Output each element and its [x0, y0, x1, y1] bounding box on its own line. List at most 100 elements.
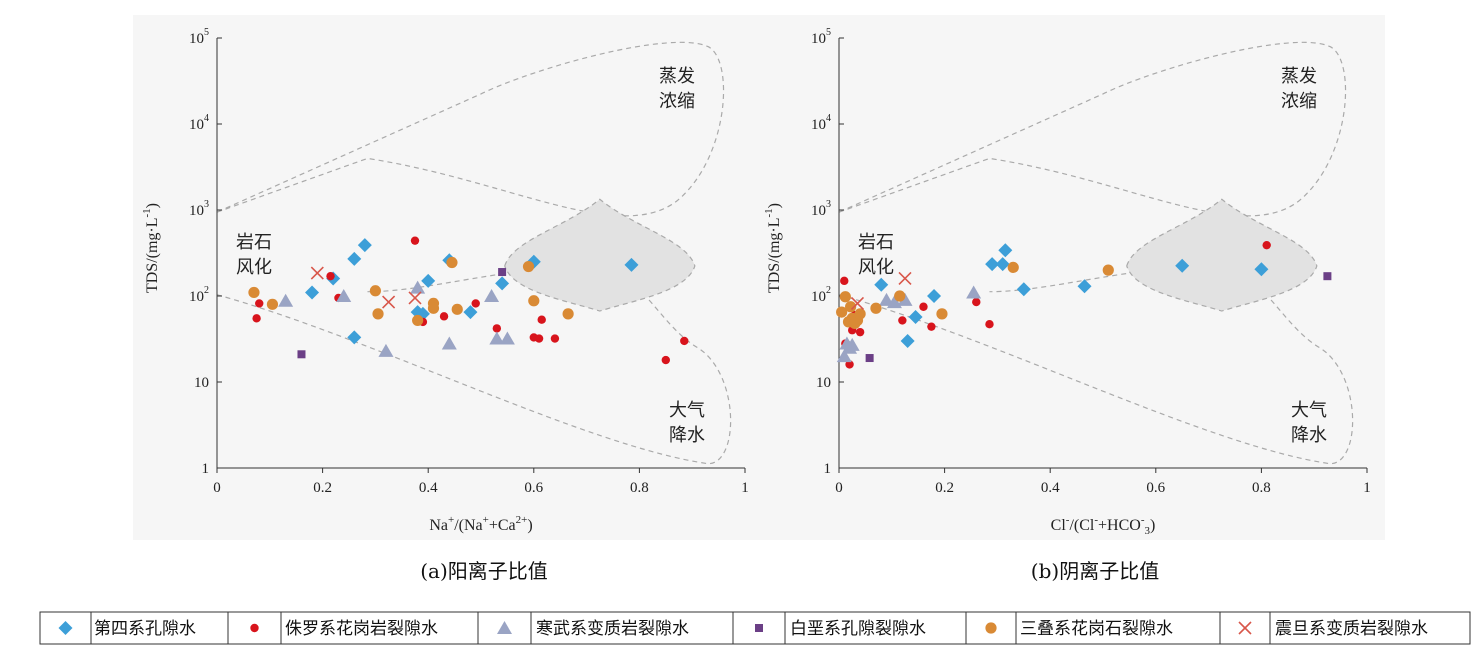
- data-point: [471, 299, 480, 308]
- data-point: [372, 308, 384, 320]
- x-tick-label: 0: [213, 480, 221, 496]
- data-point: [908, 309, 923, 324]
- data-point: [897, 292, 913, 306]
- data-point: [855, 327, 865, 337]
- data-point: [537, 315, 546, 324]
- legend-label: 第四系孔隙水: [94, 619, 196, 639]
- data-point: [382, 295, 396, 309]
- x-tick-label: 0.4: [419, 480, 438, 496]
- panel-caption: (a)阳离子比值: [420, 559, 548, 583]
- x-tick-label: 0.8: [630, 480, 649, 496]
- region-text-line: 蒸发: [1281, 66, 1317, 87]
- data-point: [898, 316, 907, 325]
- data-point: [927, 322, 936, 331]
- data-point: [1016, 282, 1031, 297]
- transition-zone: [504, 198, 696, 312]
- data-point: [680, 336, 689, 346]
- data-point: [492, 324, 502, 333]
- region-text-line: 岩石: [858, 232, 894, 253]
- region-text-line: 岩石: [236, 232, 272, 253]
- y-axis-label: TDS/(mg·L-1): [763, 203, 783, 293]
- legend-marker: [497, 621, 512, 634]
- data-point: [410, 236, 420, 245]
- legend-marker: [58, 621, 73, 635]
- legend-marker: [1238, 621, 1252, 635]
- data-point: [412, 314, 424, 327]
- data-point: [936, 308, 948, 320]
- y-tick-label: 103: [189, 199, 209, 219]
- x-tick-label: 0.8: [1252, 480, 1271, 496]
- region-text-line: 降水: [1291, 425, 1327, 446]
- data-point: [489, 331, 505, 345]
- region-text-line: 浓缩: [1281, 91, 1317, 112]
- data-point: [966, 285, 982, 299]
- data-point: [550, 334, 560, 343]
- y-tick-label: 105: [189, 27, 209, 47]
- y-tick-label: 104: [189, 113, 209, 133]
- y-tick-label: 102: [189, 285, 209, 305]
- data-point: [347, 251, 362, 266]
- evaporation-boundary: [216, 41, 725, 217]
- data-point: [874, 277, 889, 292]
- data-point: [305, 285, 320, 300]
- data-point: [248, 286, 260, 299]
- data-point: [528, 295, 540, 307]
- data-point: [495, 276, 510, 291]
- data-point: [297, 350, 306, 359]
- legend-marker: [985, 622, 997, 634]
- legend-label: 寒武系变质岩裂隙水: [536, 619, 689, 639]
- legend-marker: [755, 624, 763, 632]
- evaporation-boundary: [838, 41, 1347, 217]
- data-point: [1102, 264, 1114, 276]
- data-point: [661, 355, 670, 365]
- data-point: [369, 285, 381, 297]
- y-tick-label: 104: [811, 113, 831, 133]
- series-震旦系变质岩裂隙水: [310, 266, 422, 309]
- region-text-line: 降水: [669, 425, 705, 446]
- data-point: [894, 290, 906, 302]
- legend-marker: [250, 623, 259, 633]
- data-point: [439, 312, 449, 321]
- data-point: [995, 257, 1010, 272]
- data-point: [845, 301, 857, 313]
- legend: 第四系孔隙水 侏罗系花岗岩裂隙水 寒武系变质岩裂隙水 白垩系孔隙裂隙水 三叠系花岗石裂隙…: [39, 611, 1471, 645]
- data-point: [900, 333, 915, 348]
- legend-item: 侏罗系花岗岩裂隙水: [227, 611, 438, 645]
- data-point: [836, 306, 848, 318]
- series-寒武系变质岩裂隙水: [278, 280, 515, 357]
- series-寒武系变质岩裂隙水: [836, 285, 982, 363]
- x-tick-label: 0.2: [935, 480, 954, 496]
- data-point: [498, 268, 507, 277]
- legend-item: 白垩系孔隙裂隙水: [732, 611, 926, 645]
- x-tick-label: 0.4: [1041, 480, 1060, 496]
- data-point: [919, 302, 928, 311]
- legend-item: 三叠系花岗石裂隙水: [965, 611, 1173, 645]
- data-point: [451, 303, 463, 315]
- legend-item: 震旦系变质岩裂隙水: [1219, 611, 1428, 645]
- x-tick-label: 0.2: [313, 480, 332, 496]
- data-point: [408, 291, 422, 305]
- data-point: [1077, 279, 1092, 294]
- data-point: [850, 296, 865, 310]
- data-point: [427, 302, 440, 314]
- panel-caption: (b)阴离子比值: [1031, 559, 1159, 583]
- data-point: [357, 238, 372, 253]
- series-三叠系花岗石裂隙水: [836, 261, 1114, 330]
- data-point: [255, 299, 264, 308]
- x-tick-label: 0: [835, 480, 843, 496]
- data-point: [336, 289, 352, 302]
- data-point: [252, 314, 261, 323]
- data-point: [278, 293, 294, 307]
- legend-frame: [39, 611, 1471, 645]
- y-tick-label: 105: [811, 27, 831, 47]
- x-tick-label: 0.6: [1146, 480, 1165, 496]
- data-point: [410, 280, 426, 294]
- data-point: [998, 243, 1013, 258]
- data-point: [1323, 272, 1332, 281]
- data-point: [310, 266, 324, 280]
- transition-zone: [1126, 198, 1318, 312]
